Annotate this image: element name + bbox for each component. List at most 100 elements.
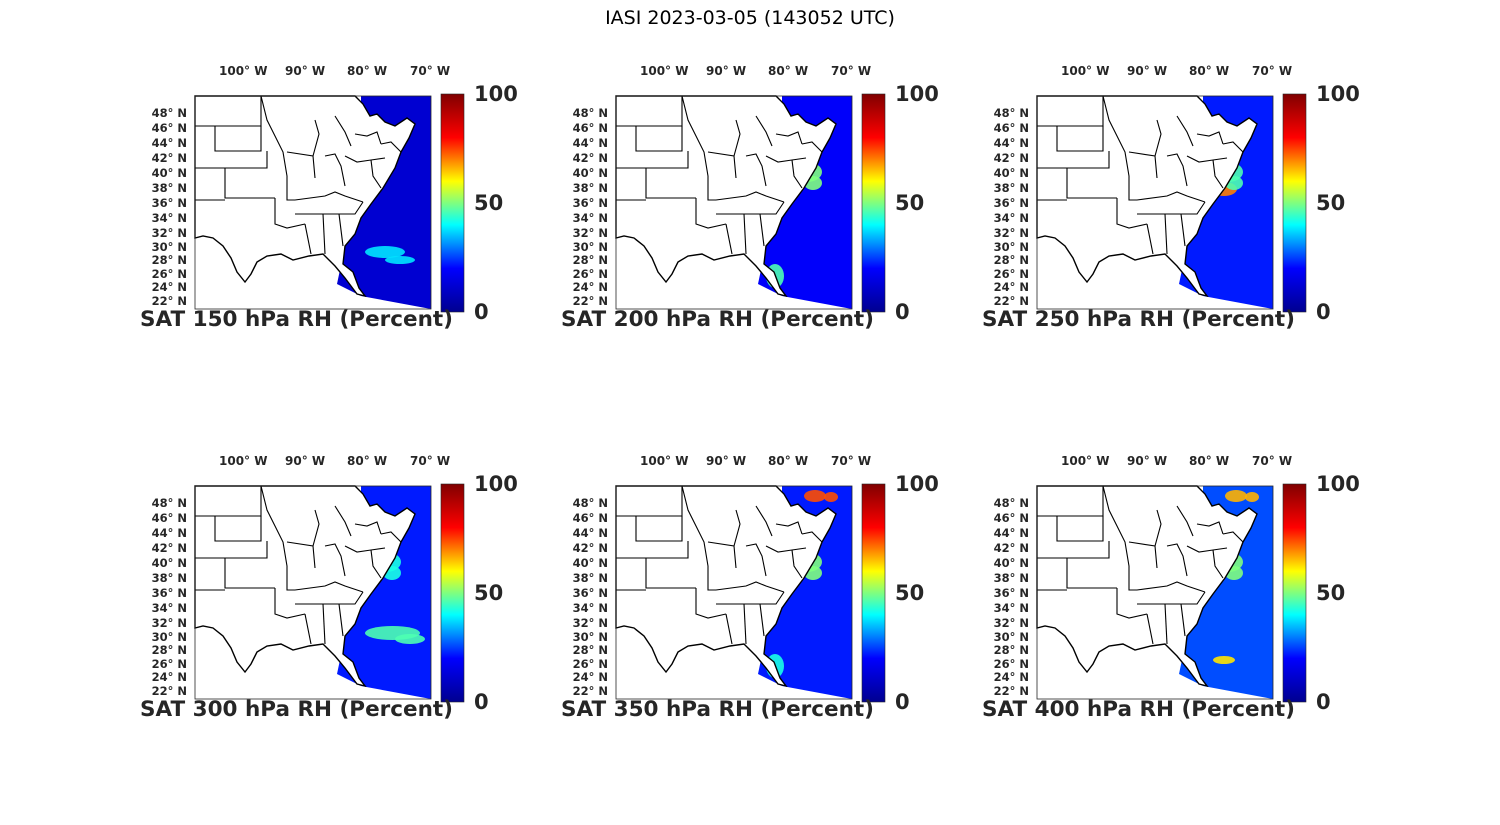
lat-tick-label: 26° N <box>572 656 608 671</box>
state-border <box>304 613 312 645</box>
state-border <box>225 541 268 559</box>
state-border <box>195 167 275 199</box>
lon-tick-label: 90° W <box>285 64 326 78</box>
lat-tick-label: 36° N <box>993 196 1029 210</box>
state-border <box>1137 201 1206 215</box>
rh-moist-feature <box>1245 492 1259 502</box>
state-border <box>1166 153 1188 187</box>
state-border <box>681 95 716 201</box>
state-border <box>1186 155 1228 163</box>
lon-tick-label: 100° W <box>640 64 689 78</box>
lat-tick-label: 22° N <box>572 684 608 698</box>
state-border <box>791 159 803 189</box>
rh-moist-feature <box>824 492 838 502</box>
lat-tick-label: 38° N <box>151 571 187 585</box>
state-border <box>1196 521 1224 535</box>
state-border <box>380 141 402 153</box>
state-border <box>1176 115 1194 147</box>
state-border <box>274 198 306 229</box>
lat-tick-label: 46° N <box>151 121 187 135</box>
state-border <box>1164 213 1168 255</box>
lat-tick-label: 34° N <box>993 601 1029 615</box>
state-border <box>1116 588 1148 619</box>
lat-tick-label: 24° N <box>572 670 608 685</box>
state-border <box>322 603 326 645</box>
state-border <box>1222 141 1244 153</box>
state-border <box>743 213 747 255</box>
state-border <box>1037 557 1117 589</box>
rh-moist-feature <box>385 256 415 264</box>
rh-map <box>194 483 465 703</box>
lon-tick-label: 70° W <box>831 64 872 78</box>
us-land-outline <box>194 485 416 688</box>
lat-tick-label: 44° N <box>993 526 1029 540</box>
state-border <box>695 198 727 229</box>
state-border <box>765 545 807 553</box>
lon-tick-label: 70° W <box>410 64 451 78</box>
lon-tick-label: 80° W <box>768 454 809 468</box>
rh-moist-feature <box>1225 490 1247 502</box>
state-border <box>1212 159 1224 189</box>
lat-tick-label: 22° N <box>993 684 1029 698</box>
lat-tick-label: 40° N <box>993 166 1029 180</box>
panel-caption: SAT 200 hPa RH (Percent) <box>561 307 874 332</box>
lat-tick-label: 40° N <box>572 556 608 570</box>
lat-tick-label: 44° N <box>572 526 608 540</box>
state-border <box>733 509 741 547</box>
map-panel-400hpa: 100° W 90° W 80° W 70° W 48° N 46° N 44° N 42° … <box>977 450 1377 740</box>
lat-tick-label: 38° N <box>572 571 608 585</box>
panel-caption: SAT 250 hPa RH (Percent) <box>982 307 1295 332</box>
state-border <box>801 141 823 153</box>
rh-map <box>194 93 465 313</box>
lat-tick-label: 28° N <box>572 253 608 268</box>
state-border <box>295 201 364 215</box>
lon-tick-label: 70° W <box>1252 454 1293 468</box>
state-border <box>755 115 773 147</box>
colorbar-tick-label: 50 <box>1316 191 1346 215</box>
state-border <box>344 155 386 163</box>
lat-tick-label: 40° N <box>151 556 187 570</box>
lon-tick-label: 90° W <box>285 454 326 468</box>
lat-tick-label: 42° N <box>572 541 608 555</box>
state-border <box>1056 516 1104 542</box>
colorbar <box>861 483 886 703</box>
state-border <box>646 541 689 559</box>
rh-map <box>615 93 886 313</box>
lat-tick-label: 28° N <box>572 643 608 658</box>
map-frame <box>1036 485 1274 700</box>
colorbar-tick-label: 100 <box>895 472 939 496</box>
lat-tick-label: 24° N <box>151 280 187 295</box>
map-panel-300hpa: 100° W 90° W 80° W 70° W 48° N 46° N 44° N 42° … <box>135 450 535 740</box>
colorbar-tick-label: 50 <box>895 191 925 215</box>
panel-caption: SAT 400 hPa RH (Percent) <box>982 697 1295 722</box>
state-border <box>370 159 382 189</box>
state-border <box>1146 613 1154 645</box>
state-border <box>716 591 785 605</box>
colorbar <box>440 483 465 703</box>
lat-tick-label: 34° N <box>151 211 187 225</box>
map-panel-200hpa: 100° W 90° W 80° W 70° W 48° N 46° N 44° N 42° … <box>556 60 956 350</box>
lat-tick-label: 32° N <box>993 226 1029 240</box>
lat-tick-label: 26° N <box>993 656 1029 671</box>
state-border <box>324 153 346 187</box>
lat-tick-label: 46° N <box>993 121 1029 135</box>
state-border <box>745 153 767 187</box>
colorbar-tick-label: 100 <box>1316 82 1360 106</box>
lat-tick-label: 40° N <box>572 166 608 180</box>
lat-tick-label: 42° N <box>151 541 187 555</box>
lat-tick-label: 44° N <box>993 136 1029 150</box>
colorbar-tick-label: 0 <box>1316 690 1331 714</box>
state-border <box>225 151 268 169</box>
state-border <box>338 603 344 637</box>
state-border <box>214 516 262 542</box>
lat-tick-label: 46° N <box>993 511 1029 525</box>
lat-tick-label: 34° N <box>151 601 187 615</box>
state-border <box>294 191 364 203</box>
colorbar-tick-label: 0 <box>895 300 910 324</box>
satellite-swath <box>1179 96 1273 309</box>
map-panel-350hpa: 100° W 90° W 80° W 70° W 48° N 46° N 44° N 42° … <box>556 450 956 740</box>
state-border <box>324 543 346 577</box>
lat-tick-label: 46° N <box>572 511 608 525</box>
colorbar-tick-label: 0 <box>895 690 910 714</box>
lat-tick-label: 28° N <box>993 253 1029 268</box>
